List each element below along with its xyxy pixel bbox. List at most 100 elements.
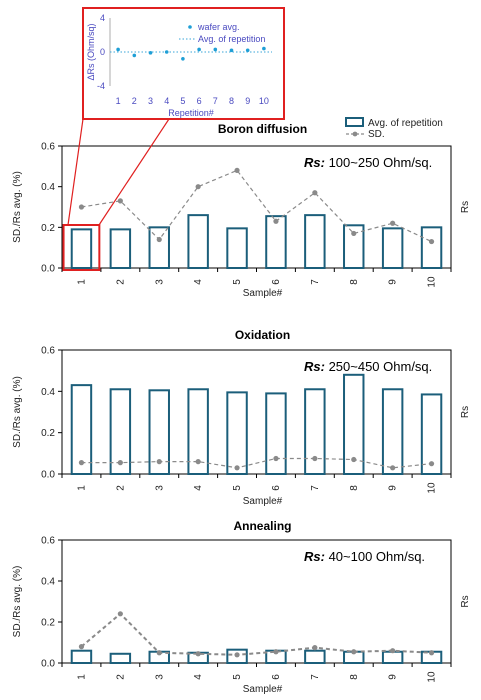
- chart2-ylabel: SD./Rs avg. (%): [12, 376, 23, 448]
- chart1-ytick-label: 0.4: [41, 182, 55, 193]
- chart2-bar: [304, 388, 326, 475]
- chart1-sd-point: [78, 204, 85, 210]
- inset-legend-point-swatch: [188, 25, 192, 29]
- chart2-xtick-label: 8: [349, 485, 360, 491]
- chart1-xtick-label: 3: [154, 279, 165, 285]
- chart1-xtick-label: 5: [232, 279, 243, 285]
- chart2-sd-line: [81, 457, 432, 469]
- chart3-bar: [109, 652, 132, 665]
- chart3-ytick-label: 0.0: [41, 659, 55, 670]
- chart2-bar: [343, 373, 365, 475]
- chart2-xtick-label: 3: [154, 485, 165, 491]
- chart2-sd-point: [428, 461, 435, 467]
- chart1-xtick-label: 2: [115, 279, 126, 285]
- chart3-xtick-label: 1: [76, 674, 87, 680]
- chart2-annotation-value: 250~450 Ohm/sq.: [325, 359, 432, 374]
- chart1-ytick-label: 0.2: [41, 223, 55, 234]
- inset-legend-wafer-label: wafer avg.: [197, 22, 240, 32]
- chart1-ytick-label: 0.0: [41, 264, 55, 275]
- chart1-sd-line: [81, 169, 432, 243]
- chart1-annotation-value: 100~250 Ohm/sq.: [325, 155, 432, 170]
- chart3-title: Annealing: [233, 519, 291, 533]
- inset-xtick-label: 8: [229, 96, 234, 106]
- inset-border: [82, 7, 285, 120]
- chart2-bar: [265, 392, 287, 475]
- inset-xtick-label: 2: [132, 96, 137, 106]
- chart3-sd-point: [312, 645, 318, 651]
- chart3-annotation-label: Rs:: [304, 549, 325, 564]
- chart3-sd-point: [78, 644, 85, 650]
- chart1-xtick-label: 4: [193, 279, 204, 285]
- chart3-xtick-label: 6: [271, 674, 282, 680]
- chart1-sd-point: [117, 198, 123, 204]
- chart2-title: Oxidation: [235, 328, 290, 342]
- chart3-annotation-value: 40~100 Ohm/sq.: [325, 549, 425, 564]
- chart3-xtick-label: 7: [310, 674, 321, 680]
- chart3-y2label: Rs: [460, 595, 471, 607]
- chart3-sd-line: [80, 612, 432, 656]
- inset-ylabel: ΔRs (Ohm/sq): [86, 23, 96, 80]
- chart1-title: Boron diffusion: [218, 122, 307, 136]
- inset-wafer-point: [148, 51, 153, 55]
- chart1-sd-point: [428, 238, 435, 245]
- chart1-xtick-label: 1: [76, 279, 87, 285]
- chart3-ylabel: SD./Rs avg. (%): [12, 566, 23, 638]
- inset-wafer-point: [245, 48, 250, 53]
- inset-xlabel: Repetition#: [168, 108, 214, 118]
- inset-xtick-label: 10: [259, 96, 269, 106]
- legend-sd-label: SD.: [368, 129, 385, 140]
- chart3-sd-point: [273, 649, 279, 655]
- chart2-sd-point: [117, 460, 123, 466]
- chart2-sd-point: [273, 455, 279, 462]
- chart2-bar: [381, 388, 404, 475]
- chart1-bar: [304, 214, 326, 269]
- chart2-sd-point: [78, 460, 85, 466]
- chart1-annotation-label: Rs:: [304, 155, 325, 170]
- inset-xtick-label: 6: [197, 96, 202, 106]
- chart1-xtick-label: 7: [310, 279, 321, 285]
- chart2-ytick-label: 0.4: [41, 387, 55, 398]
- chart1-sd-point: [273, 218, 279, 224]
- chart3-xtick-label: 8: [349, 674, 360, 680]
- chart2-xtick-label: 10: [427, 482, 438, 494]
- chart2-xlabel: Sample#: [243, 496, 283, 507]
- chart3-ytick-label: 0.4: [41, 577, 55, 588]
- chart2-xtick-label: 6: [271, 485, 282, 491]
- chart2-bar: [420, 393, 443, 475]
- chart3-annotation: Rs: 40~100 Ohm/sq.: [304, 549, 425, 564]
- chart1-ylabel: SD./Rs avg. (%): [12, 171, 23, 243]
- legend-bar-label: Avg. of repetition: [368, 118, 443, 129]
- chart2-bar: [226, 391, 248, 475]
- chart3-xtick-label: 5: [232, 674, 243, 680]
- chart1-bar: [70, 228, 93, 270]
- chart2-annotation: Rs: 250~450 Ohm/sq.: [304, 359, 432, 374]
- chart1-sd-point: [351, 230, 357, 237]
- chart1-bar: [226, 227, 248, 270]
- legend-bar-swatch: [345, 117, 364, 127]
- inset-xtick-label: 3: [148, 96, 153, 106]
- chart1-bar: [109, 228, 132, 270]
- chart2-sd-point: [234, 465, 240, 471]
- chart1-bar: [148, 226, 170, 269]
- inset-legend-avg-label: Avg. of repetition: [198, 34, 265, 44]
- chart3-sd-point: [156, 650, 162, 656]
- chart1-bar: [187, 214, 209, 269]
- chart1-bar: [381, 227, 404, 270]
- inset-ytick-label: 0: [100, 47, 105, 57]
- inset-xtick-label: 7: [213, 96, 218, 106]
- chart1-xlabel: Sample#: [243, 288, 283, 299]
- legend-sd-marker: [352, 131, 358, 137]
- inset-wafer-point: [181, 57, 185, 61]
- chart3-sd-point: [390, 648, 396, 654]
- chart1-bar: [265, 215, 287, 269]
- chart1-sd-point: [234, 167, 240, 173]
- inset-ytick-label: 4: [100, 13, 105, 23]
- chart2-xtick-label: 1: [76, 485, 87, 491]
- chart3-xtick-label: 3: [154, 674, 165, 680]
- chart3-sd-point: [428, 650, 435, 656]
- chart1-xtick-label: 9: [388, 279, 399, 285]
- inset-wafer-point: [262, 46, 266, 51]
- inset-wafer-point: [132, 53, 137, 58]
- chart3-bar: [304, 649, 326, 665]
